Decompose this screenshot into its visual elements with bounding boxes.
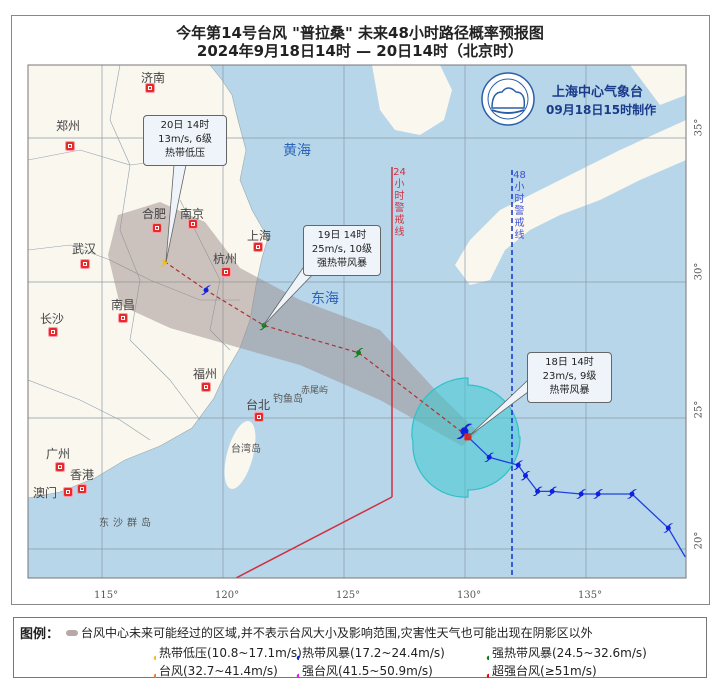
warning-line-48h-label: 48小时警戒线 <box>513 170 526 241</box>
city-marker-icon[interactable] <box>55 462 65 472</box>
issuer-name: 上海中心气象台 <box>552 85 644 100</box>
legend: 图例： 台风中心未来可能经过的区域,并不表示台风大小及影响范围,灾害性天气也可能… <box>13 617 707 678</box>
city-label: 台北 <box>246 398 271 412</box>
legend-item-ty: 台风(32.7~41.4m/s) <box>146 662 278 679</box>
city-marker-icon[interactable] <box>201 382 211 392</box>
island-label: 赤尾屿 <box>301 386 329 396</box>
legend-item-label: 强台风(41.5~50.9m/s) <box>302 664 433 678</box>
callout-level: 热带风暴 <box>549 385 590 396</box>
warning-line-24h-south <box>235 496 393 578</box>
city-label: 香港 <box>70 468 95 482</box>
typhoon-ts-icon <box>289 646 299 660</box>
legend-item-sty: 强台风(41.5~50.9m/s) <box>289 662 433 679</box>
taiwan-island <box>224 421 256 489</box>
map-frame <box>11 15 710 605</box>
legend-cone: 台风中心未来可能经过的区域,并不表示台风大小及影响范围,灾害性天气也可能出现在阴… <box>66 624 593 641</box>
city-label: 南京 <box>180 207 205 221</box>
lon-tick-120: 120° <box>215 590 240 601</box>
legend-item-label: 台风(32.7~41.4m/s) <box>159 664 278 678</box>
legend-item-ts: 热带风暴(17.2~24.4m/s) <box>289 644 445 661</box>
city-marker-icon[interactable] <box>188 219 198 229</box>
callout-wind: 23m/s, 9级 <box>542 371 597 382</box>
legend-item-label: 热带低压(10.8~17.1m/s) <box>159 646 302 660</box>
city-label: 武汉 <box>72 242 97 256</box>
map-canvas <box>27 64 687 579</box>
legend-item-label: 超强台风(≥51m/s) <box>492 664 597 678</box>
island-label: 东沙群岛 <box>99 518 155 529</box>
lon-tick-115: 115° <box>94 590 119 601</box>
city-label: 济南 <box>141 71 166 85</box>
cone-swatch-icon <box>66 629 78 636</box>
lon-tick-130: 130° <box>457 590 482 601</box>
japan-north <box>630 65 686 105</box>
legend-item-label: 强热带风暴(24.5~32.6m/s) <box>492 646 647 660</box>
legend-title: 图例： <box>20 627 60 642</box>
map-title: 今年第14号台风 "普拉桑" 未来48小时路径概率预报图 <box>176 24 544 42</box>
callout-time: 19日 14时 <box>317 230 367 241</box>
city-label: 福州 <box>193 367 218 381</box>
typhoon-strong_ts-icon <box>479 646 489 660</box>
legend-item-super: 超强台风(≥51m/s) <box>479 662 597 679</box>
lon-tick-135: 135° <box>578 590 603 601</box>
legend-item-label: 热带风暴(17.2~24.4m/s) <box>302 646 445 660</box>
lat-tick-20: 20° <box>693 531 705 550</box>
forecast-track <box>164 261 468 437</box>
callout-20d-14h: 20日 14时 13m/s, 6级 热带低压 <box>143 115 227 166</box>
callout-time: 20日 14时 <box>160 120 210 131</box>
callout-wind: 13m/s, 6级 <box>158 134 212 145</box>
typhoon-td-icon <box>146 646 156 660</box>
probability-cone <box>108 202 478 446</box>
callout-level: 强热带风暴 <box>317 258 367 269</box>
city-marker-icon[interactable] <box>48 327 58 337</box>
legend-cone-text: 台风中心未来可能经过的区域,并不表示台风大小及影响范围,灾害性天气也可能出现在阴… <box>81 626 593 640</box>
city-marker-icon[interactable] <box>254 412 264 422</box>
map-subtitle: 2024年9月18日14时 — 20日14时（北京时） <box>196 42 524 60</box>
city-marker-icon[interactable] <box>63 487 73 497</box>
city-marker-icon[interactable] <box>118 313 128 323</box>
city-label: 合肥 <box>142 207 167 221</box>
lat-tick-25: 25° <box>693 400 705 419</box>
city-marker-icon[interactable] <box>77 484 87 494</box>
callout-time: 18日 14时 <box>545 357 594 368</box>
city-marker-icon[interactable] <box>145 83 155 93</box>
sea-label-east-china-sea: 东海 <box>311 291 339 307</box>
callout-18d-14h: 18日 14时 23m/s, 9级 热带风暴 <box>527 352 612 403</box>
island-label: 台湾岛 <box>231 444 261 455</box>
city-label: 澳门 <box>33 486 58 500</box>
city-label: 南昌 <box>111 298 136 312</box>
callout-19d-14h: 19日 14时 25m/s, 10级 强热带风暴 <box>303 225 381 276</box>
issue-time: 09月18日15时制作 <box>546 103 657 117</box>
typhoon-ty-icon <box>146 664 156 678</box>
city-marker-icon[interactable] <box>221 267 231 277</box>
city-marker-icon[interactable] <box>253 242 263 252</box>
warning-line-24h-label: 24小时警戒线 <box>393 167 406 238</box>
typhoon-sty-icon <box>289 664 299 678</box>
lon-tick-125: 125° <box>336 590 361 601</box>
lat-tick-35: 35° <box>693 118 705 137</box>
korea <box>372 65 452 135</box>
legend-item-td: 热带低压(10.8~17.1m/s) <box>146 644 302 661</box>
typhoon-super-icon <box>479 664 489 678</box>
city-label: 长沙 <box>40 312 65 326</box>
city-label: 杭州 <box>213 252 238 266</box>
city-label: 广州 <box>46 447 71 461</box>
city-label: 郑州 <box>56 119 81 133</box>
city-marker-icon[interactable] <box>80 259 90 269</box>
city-label: 上海 <box>247 229 272 243</box>
logo-seal <box>481 72 535 126</box>
legend-item-strong_ts: 强热带风暴(24.5~32.6m/s) <box>479 644 647 661</box>
sea-label-yellow-sea: 黄海 <box>283 143 311 159</box>
city-marker-icon[interactable] <box>65 141 75 151</box>
city-marker-icon[interactable] <box>152 223 162 233</box>
island-label: 钓鱼岛 <box>273 394 303 405</box>
lat-tick-30: 30° <box>693 262 705 281</box>
callout-wind: 25m/s, 10级 <box>311 244 373 255</box>
callout-level: 热带低压 <box>165 148 205 159</box>
